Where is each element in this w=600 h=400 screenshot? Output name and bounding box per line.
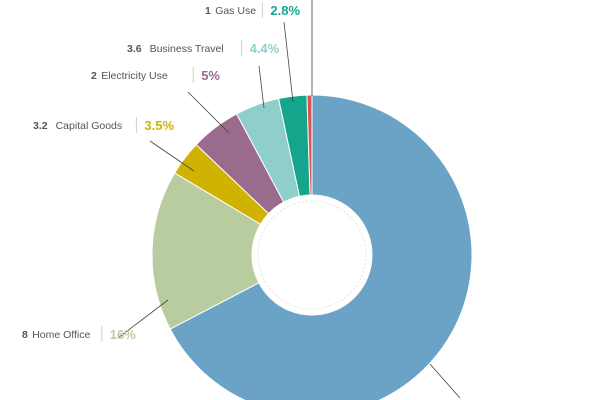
slice-label-5: 1 Gas Use 2.8% [205, 2, 300, 18]
slice-code-3: 2 [91, 70, 97, 82]
leader-line-5 [283, 21, 294, 103]
slice-code-1: 8 [22, 329, 28, 341]
slice-name-2: Capital Goods [56, 120, 123, 132]
slice-label-4: 3.6 Business Travel 4.4% [127, 40, 280, 56]
slice-6[interactable] [306, 94, 313, 196]
slice-pct-5: 2.8% [270, 3, 300, 18]
slice-code-2: 3.2 [33, 120, 48, 132]
leader-line-3 [187, 91, 230, 134]
leader-line-1 [117, 299, 169, 339]
slice-name-1: Home Office [32, 329, 90, 341]
slice-pct-1: 16% [110, 327, 136, 342]
slice-pct-2: 3.5% [144, 118, 174, 133]
slice-code-4: 3.6 [127, 43, 142, 55]
slice-labels: 8 Home Office 16% 3.2 Capital Goods 3.5% 2 Elec… [22, 2, 300, 342]
slice-name-3: Electricity Use [101, 70, 168, 82]
slice-1[interactable] [151, 172, 262, 330]
slice-pct-3: 5% [201, 68, 220, 83]
leader-line-0 [429, 363, 461, 399]
slice-pct-4: 4.4% [250, 41, 280, 56]
slice-label-3: 2 Electricity Use 5% [91, 67, 220, 83]
slice-name-4: Business Travel [150, 43, 224, 55]
hole-ring [257, 200, 367, 310]
hole-disk [253, 196, 371, 314]
slice-code-5: 1 [205, 5, 211, 17]
donut-hole [253, 196, 371, 314]
leader-line-2 [149, 140, 195, 172]
slices-layer [151, 94, 473, 400]
slice-label-2: 3.2 Capital Goods 3.5% [33, 117, 174, 133]
slice-0[interactable] [169, 94, 473, 400]
leader-line-4 [258, 65, 265, 109]
slice-name-5: Gas Use [215, 5, 256, 17]
slice-label-1: 8 Home Office 16% [22, 326, 136, 342]
leader-lines [117, 0, 461, 399]
